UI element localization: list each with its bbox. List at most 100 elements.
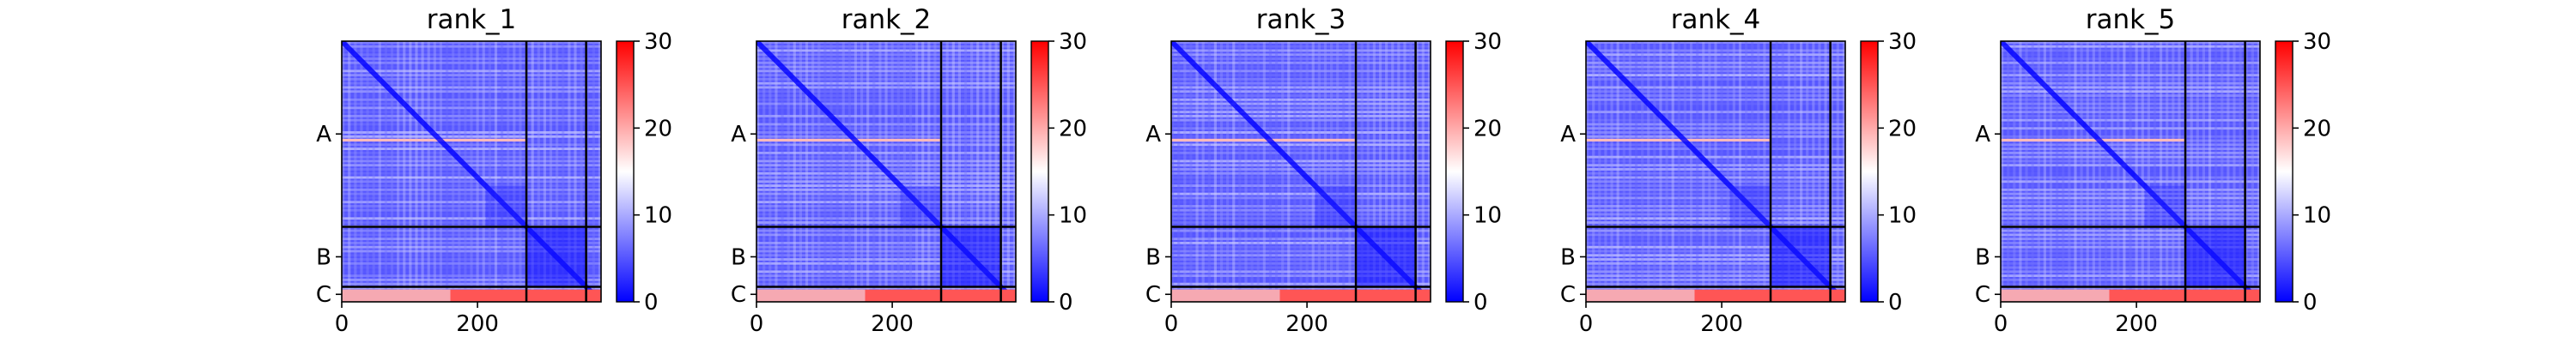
matrix-row-stripe	[1586, 233, 1845, 237]
matrix-column-stripe	[781, 41, 784, 302]
matrix-row-stripe	[756, 94, 1016, 97]
matrix-block-a-tail	[2144, 185, 2186, 227]
matrix-row-stripe	[342, 164, 601, 167]
matrix-column-stripe	[2215, 41, 2218, 302]
matrix-column-stripe	[2086, 41, 2089, 302]
matrix-row-stripe	[342, 57, 601, 60]
matrix-column-stripe	[531, 41, 534, 302]
matrix-column-stripe	[988, 41, 992, 302]
matrix-column-stripe	[452, 41, 455, 302]
matrix-row-stripe	[1171, 188, 1431, 191]
matrix-row-stripe	[1171, 245, 1431, 249]
matrix-column-stripe	[1586, 41, 1589, 302]
matrix-column-stripe	[1403, 41, 1406, 302]
matrix-row-stripe	[1171, 254, 1431, 257]
matrix-row-stripe	[756, 286, 1016, 290]
matrix-row-stripe	[756, 159, 1016, 163]
panel-title: rank_5	[2086, 4, 2176, 35]
matrix-bright-row	[1586, 138, 1771, 141]
matrix-row-stripe	[756, 127, 1016, 130]
matrix-column-stripe	[2141, 41, 2144, 302]
matrix-row-stripe	[2001, 221, 2260, 224]
matrix-row-stripe	[756, 213, 1016, 216]
matrix-row-stripe	[2001, 98, 2260, 101]
matrix-column-stripe	[1702, 41, 1705, 302]
matrix-row-stripe	[2001, 180, 2260, 184]
matrix-row-stripe	[1586, 61, 1845, 64]
matrix-column-stripe	[1250, 41, 1254, 302]
matrix-row-stripe	[2001, 151, 2260, 154]
matrix-column-stripe	[519, 41, 522, 302]
matrix-row-stripe	[342, 238, 601, 241]
matrix-row-stripe	[2001, 135, 2260, 138]
matrix-column-stripe	[1238, 41, 1242, 302]
matrix-row-stripe	[756, 41, 1016, 44]
chain-label: A	[316, 122, 331, 147]
matrix-column-stripe	[415, 41, 418, 302]
matrix-row-stripe	[1171, 196, 1431, 200]
matrix-block-a-tail	[1729, 185, 1771, 227]
matrix-column-stripe	[1689, 41, 1693, 302]
matrix-row-stripe	[1586, 111, 1845, 114]
matrix-column-stripe	[963, 41, 968, 302]
matrix-column-stripe	[464, 41, 467, 302]
matrix-column-stripe	[2013, 41, 2016, 302]
matrix	[1171, 41, 1431, 302]
matrix-column-stripe	[1757, 41, 1760, 302]
matrix-column-stripe	[1274, 41, 1279, 302]
matrix-row-stripe	[756, 221, 1016, 224]
matrix-column-stripe	[1720, 41, 1723, 302]
matrix-column-stripe	[829, 41, 833, 302]
matrix-row-stripe	[756, 184, 1016, 187]
matrix-column-stripe	[1409, 41, 1413, 302]
chain-label: C	[1560, 282, 1576, 308]
matrix-column-stripe	[1201, 41, 1205, 302]
matrix-row-stripe	[756, 176, 1016, 179]
matrix-row-stripe	[1171, 184, 1431, 187]
matrix-column-stripe	[556, 41, 559, 302]
colorbar-tick-label: 20	[1473, 116, 1502, 141]
colorbar-tick-label: 0	[1888, 290, 1903, 316]
matrix-row-stripe	[1171, 90, 1431, 93]
matrix-row-stripe	[342, 282, 601, 286]
matrix-row-stripe	[1171, 151, 1431, 154]
matrix-row-stripe	[342, 213, 601, 216]
matrix-frame	[341, 40, 602, 303]
matrix-row-stripe	[2001, 250, 2260, 253]
colorbar-tick-label: 20	[1888, 116, 1917, 141]
matrix-column-stripe	[1342, 41, 1346, 302]
matrix-column-stripe	[427, 41, 430, 302]
matrix-block-b	[526, 226, 586, 287]
matrix-row-stripe	[2001, 81, 2260, 85]
matrix-row-stripe	[342, 131, 601, 134]
matrix-row-stripe	[342, 204, 601, 208]
matrix-row-stripe	[342, 241, 601, 244]
matrix-row-stripe	[1586, 114, 1845, 117]
matrix-row-stripe	[1171, 131, 1431, 134]
colorbar-tick-label: 10	[2303, 203, 2331, 229]
x-tick-label: 0	[1164, 311, 1179, 337]
matrix-row-stripe	[1586, 221, 1845, 224]
matrix-row-stripe	[2001, 86, 2260, 89]
matrix-column-stripe	[1213, 41, 1218, 302]
matrix-row-stripe	[342, 274, 601, 278]
matrix-column-stripe	[994, 41, 998, 302]
matrix-column-stripe	[1818, 41, 1821, 302]
matrix-row-stripe	[342, 278, 601, 281]
matrix-column-stripe	[384, 41, 388, 302]
matrix-row-stripe	[1171, 282, 1431, 286]
matrix-row-stripe	[756, 151, 1016, 154]
matrix-row-stripe	[1171, 274, 1431, 278]
matrix-column-stripe	[574, 41, 577, 302]
matrix-row-stripe	[756, 274, 1016, 278]
matrix-column-stripe	[2068, 41, 2071, 302]
chain-label: C	[1975, 282, 1990, 308]
colorbar	[2275, 40, 2293, 303]
matrix-row-stripe	[756, 245, 1016, 249]
matrix-row-stripe	[756, 135, 1016, 138]
matrix-column-stripe	[1592, 41, 1595, 302]
matrix-column-stripe	[2153, 41, 2157, 302]
matrix-column-stripe	[580, 41, 583, 302]
matrix-row-stripe	[756, 208, 1016, 212]
matrix-column-stripe	[2080, 41, 2083, 302]
